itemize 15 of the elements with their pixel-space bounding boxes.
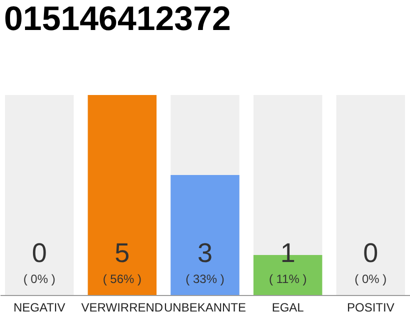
data-label: 0 [363, 238, 378, 268]
annotation: ( 11% ) [268, 272, 307, 286]
annotation: ( 0% ) [23, 272, 56, 286]
x-tick-label: NEGATIV [13, 300, 66, 314]
data-label: 5 [114, 238, 130, 268]
data-label: 0 [32, 238, 47, 268]
x-tick-label: EGAL [272, 300, 304, 314]
annotation: ( 56% ) [102, 272, 142, 286]
x-tick-label: VERWIRREND [81, 300, 164, 314]
annotation: ( 33% ) [186, 272, 224, 286]
annotation: ( 0% ) [354, 272, 387, 286]
x-tick-label: UNBEKANNTE [164, 300, 246, 314]
data-label: 3 [197, 238, 213, 268]
chart-title: 015146412372 [4, 0, 231, 38]
x-tick-label: POSITIV [346, 300, 394, 314]
